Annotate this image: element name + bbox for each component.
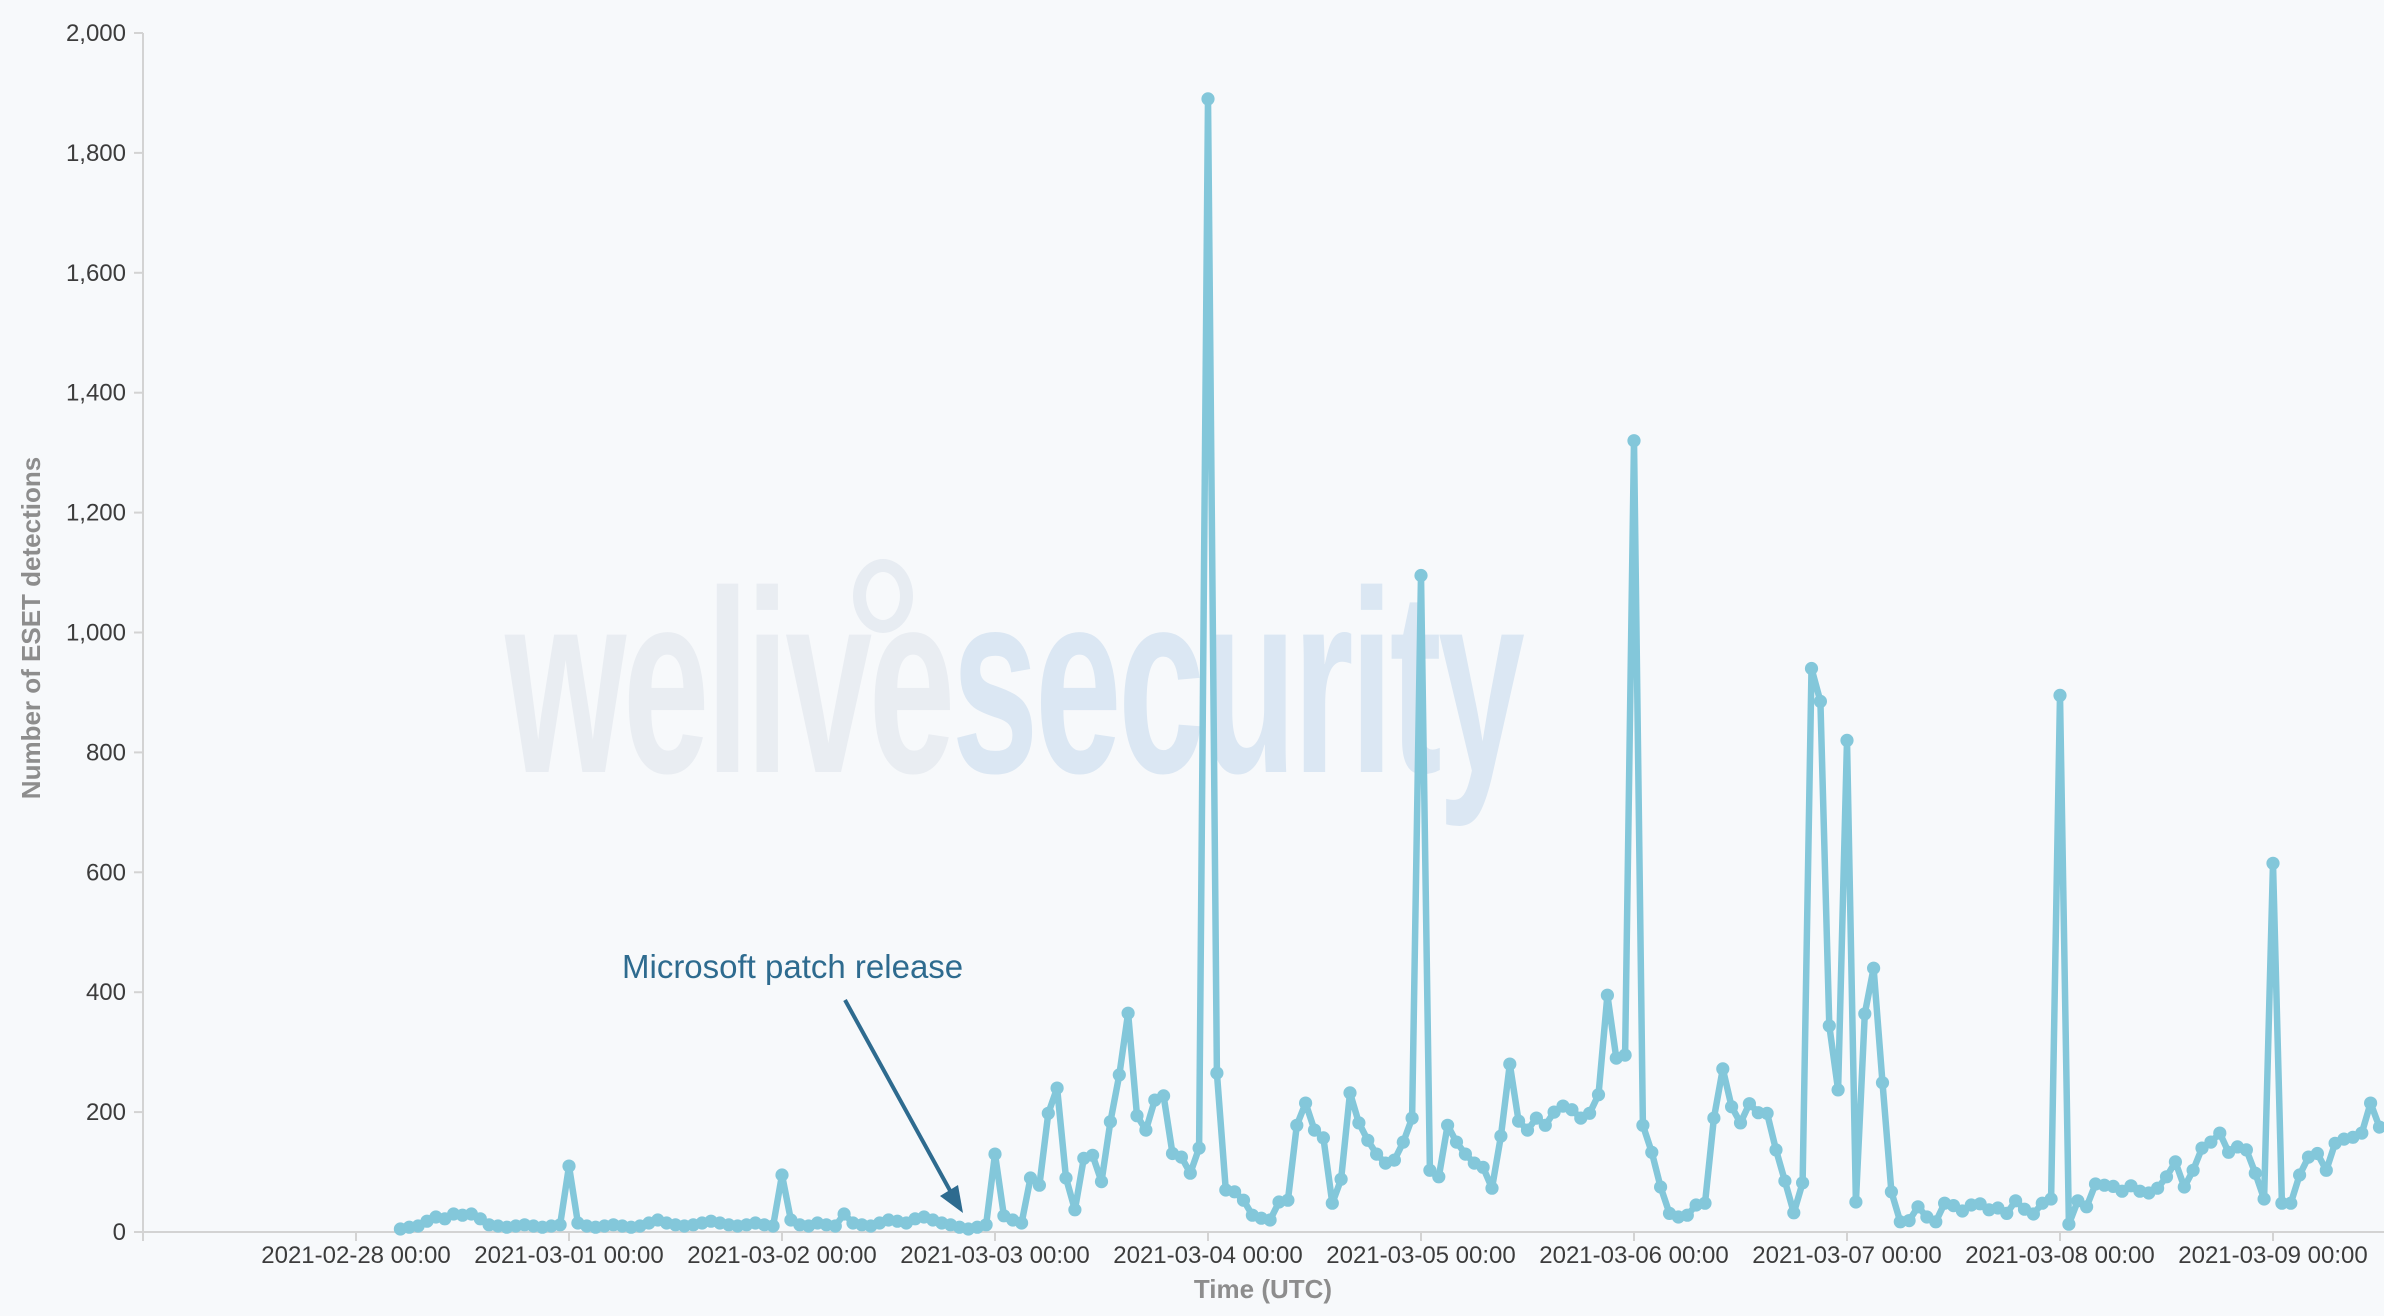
x-tick-label: 2021-03-06 00:00	[1539, 1242, 1729, 1269]
x-tick-label: 2021-02-28 00:00	[261, 1242, 451, 1269]
arrowhead-icon	[940, 1185, 963, 1213]
axes: 0 200 400 600 800 1,000 1,200 1,400 1,600 1,800 2,…	[66, 20, 2384, 1269]
x-tick-label: 2021-03-04 00:00	[1113, 1242, 1303, 1269]
y-tick-label: 1,800	[66, 140, 126, 167]
detections-line	[397, 95, 2383, 1233]
x-tick-label: 2021-03-07 00:00	[1752, 1242, 1942, 1269]
y-axis-title: Number of ESET detections	[16, 457, 46, 799]
y-tick-label: 600	[86, 859, 126, 886]
x-axis-title: Time (UTC)	[1194, 1274, 1332, 1304]
x-tick-label: 2021-03-02 00:00	[687, 1242, 877, 1269]
y-tick-label: 400	[86, 979, 126, 1006]
y-tick-label: 1,200	[66, 500, 126, 527]
y-tick-label: 2,000	[66, 20, 126, 47]
detections-series	[393, 92, 2384, 1236]
y-tick-label: 800	[86, 739, 126, 766]
y-tick-label: 1,400	[66, 380, 126, 407]
x-tick-label: 2021-03-01 00:00	[474, 1242, 664, 1269]
x-tick-label: 2021-03-09 00:00	[2178, 1242, 2368, 1269]
axis-lines	[142, 33, 2384, 1233]
y-tick-label: 1,600	[66, 260, 126, 287]
data-points	[393, 92, 2384, 1236]
annotation-label: Microsoft patch release	[622, 948, 963, 985]
y-tick-label: 0	[113, 1219, 126, 1246]
y-tick-label: 200	[86, 1099, 126, 1126]
x-tick-label: 2021-03-05 00:00	[1326, 1242, 1516, 1269]
x-tick-label: 2021-03-08 00:00	[1965, 1242, 2155, 1269]
annotation-arrow	[843, 999, 963, 1213]
x-tick-label: 2021-03-03 00:00	[900, 1242, 1090, 1269]
y-tick-label: 1,000	[66, 620, 126, 647]
